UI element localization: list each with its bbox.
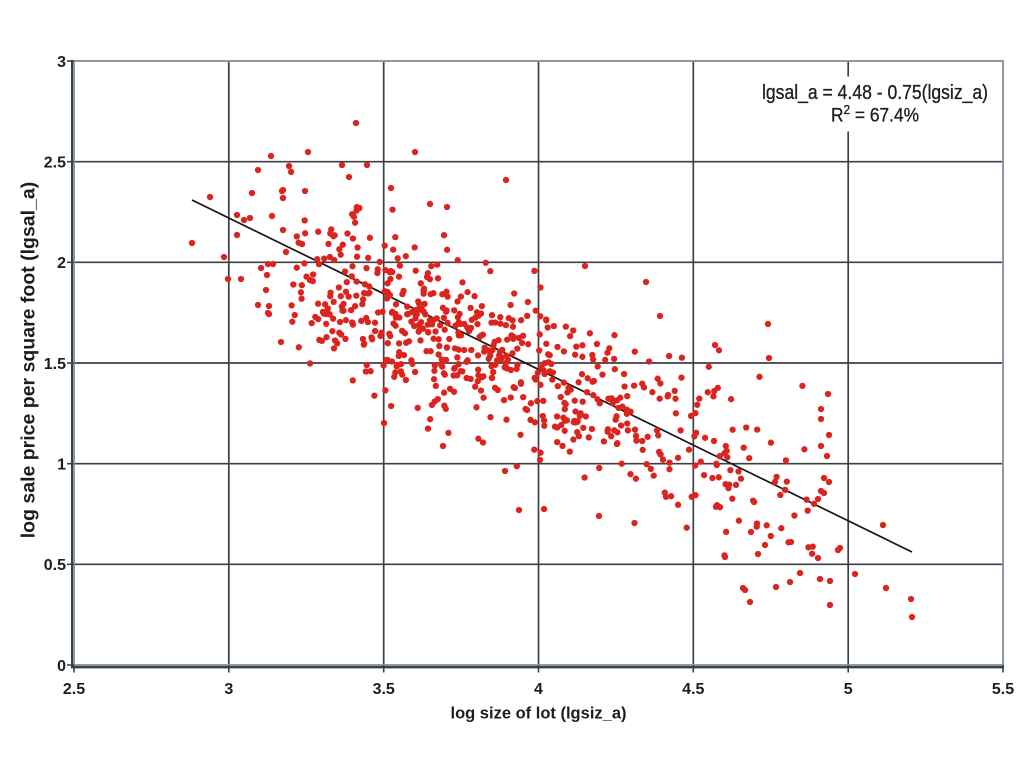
svg-text:5: 5: [844, 681, 853, 698]
svg-text:1: 1: [57, 457, 66, 474]
svg-text:4: 4: [534, 681, 543, 698]
svg-text:3.5: 3.5: [373, 681, 395, 698]
svg-text:2: 2: [57, 255, 66, 272]
svg-text:3: 3: [224, 681, 233, 698]
svg-text:0: 0: [57, 658, 66, 675]
svg-text:3: 3: [57, 54, 66, 71]
svg-text:log size of lot (lgsiz_a): log size of lot (lgsiz_a): [450, 705, 626, 723]
svg-text:5.5: 5.5: [992, 681, 1014, 698]
svg-text:4.5: 4.5: [682, 681, 704, 698]
svg-text:R2 = 67.4%: R2 = 67.4%: [831, 102, 919, 127]
svg-text:1.5: 1.5: [44, 356, 66, 373]
svg-text:2.5: 2.5: [63, 681, 85, 698]
svg-text:2.5: 2.5: [44, 155, 66, 172]
svg-text:log sale price per square foot: log sale price per square foot (lgsal_a): [18, 182, 40, 539]
svg-text:lgsal_a = 4.48 - 0.75(lgsiz_a): lgsal_a = 4.48 - 0.75(lgsiz_a): [762, 82, 988, 104]
svg-text:0.5: 0.5: [44, 557, 66, 574]
